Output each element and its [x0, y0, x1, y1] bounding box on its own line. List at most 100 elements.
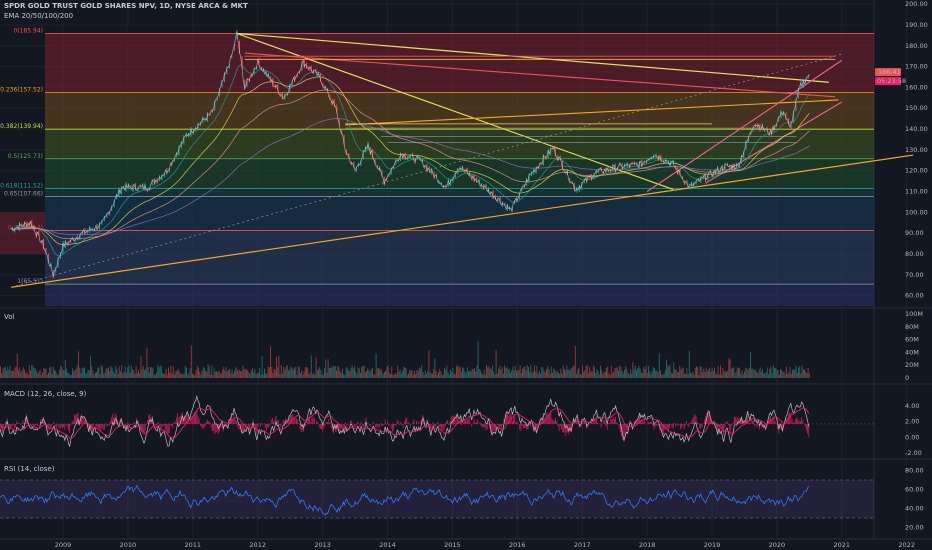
volume-bar [260, 374, 262, 378]
volume-bar [672, 373, 673, 378]
volume-bar [777, 370, 779, 378]
volume-bar [741, 370, 743, 378]
volume-bar [523, 367, 525, 378]
volume-label[interactable]: Vol [4, 313, 15, 321]
volume-bar [159, 365, 161, 378]
volume-bar [532, 371, 534, 378]
time-tick-label: 2013 [314, 541, 331, 549]
volume-bar [651, 370, 653, 378]
volume-bar [418, 367, 420, 378]
volume-bar [74, 369, 76, 378]
fib-zone [45, 92, 874, 130]
volume-bar [580, 374, 582, 378]
volume-bar [289, 369, 291, 378]
volume-bar [530, 365, 532, 378]
volume-bar [681, 367, 683, 378]
volume-bar [375, 353, 377, 378]
volume-bar [656, 370, 658, 378]
volume-bar [594, 367, 595, 378]
volume-bar [794, 369, 796, 378]
volume-bar [664, 370, 666, 378]
volume-bar [1, 373, 3, 378]
macd-label[interactable]: MACD (12, 26, close, 9) [4, 390, 87, 398]
symbol-title[interactable]: SPDR GOLD TRUST GOLD SHARES NPV, 1D, NYS… [4, 2, 248, 10]
volume-bar [494, 374, 496, 378]
volume-bar [373, 374, 375, 378]
volume-bar [680, 369, 682, 378]
volume-bar [336, 370, 337, 378]
volume-bar [315, 357, 317, 378]
volume-bar [484, 374, 486, 378]
volume-bar [176, 370, 178, 378]
volume-bar [421, 365, 423, 378]
volume-bar [224, 370, 226, 378]
volume-bar [687, 374, 689, 378]
volume-bar [728, 358, 730, 378]
rsi-label[interactable]: RSI (14, close) [4, 465, 55, 473]
volume-bar [285, 366, 287, 378]
volume-bar [303, 371, 305, 378]
fib-level-label: 0.236(157.52) [0, 87, 43, 94]
volume-bar [290, 366, 292, 378]
ema-line [11, 76, 810, 246]
volume-bar [158, 367, 160, 378]
volume-bar [628, 374, 630, 378]
volume-bar [496, 373, 498, 378]
volume-bar [691, 373, 693, 378]
volume-bar [699, 366, 701, 378]
rsi-line [0, 484, 810, 516]
volume-bar [776, 369, 778, 378]
volume-bar [627, 372, 629, 378]
volume-bar [780, 369, 781, 378]
price-tick-label: 180.00 [905, 42, 928, 50]
price-tick-label: 140.00 [905, 125, 928, 133]
volume-bar [476, 365, 478, 378]
volume-bar [736, 367, 738, 378]
volume-bar [730, 368, 732, 378]
volume-bar [123, 371, 125, 378]
volume-bar [84, 367, 85, 378]
volume-bar [676, 372, 678, 378]
volume-bar [129, 372, 131, 378]
volume-bar [105, 368, 107, 378]
volume-bar [288, 370, 289, 378]
volume-bar [136, 372, 138, 378]
fib-level-label: 0(185.94) [14, 27, 44, 34]
price-tick-label: 130.00 [905, 146, 928, 154]
volume-bar [578, 367, 580, 378]
volume-bar [38, 371, 40, 378]
volume-bar [793, 369, 795, 378]
volume-bar [144, 370, 145, 378]
rsi-tick-label: 60.00 [905, 486, 924, 494]
volume-bar [183, 373, 185, 378]
volume-bar [620, 366, 622, 378]
time-tick-label: 2010 [120, 541, 137, 549]
ema-indicator-label[interactable]: EMA 20/50/100/200 [4, 12, 74, 20]
volume-bar [685, 373, 687, 378]
volume-bar [320, 370, 322, 378]
volume-bar [348, 369, 349, 378]
volume-bar [202, 366, 204, 378]
volume-bar [349, 371, 351, 378]
volume-bar [478, 369, 480, 378]
volume-bar [487, 366, 489, 378]
volume-bar [646, 372, 648, 378]
volume-bar [142, 365, 144, 378]
volume-bar [97, 368, 99, 378]
volume-bar [319, 367, 321, 378]
volume-bar [452, 368, 454, 378]
volume-bar [718, 374, 720, 378]
volume-bar [78, 351, 79, 378]
volume-bar [93, 373, 95, 378]
axes: 60.00 70.00 80.00 90.00 100.00 110.00 120.00 13… [55, 0, 928, 549]
volume-bar [12, 370, 13, 378]
volume-bar [219, 372, 221, 378]
volume-bar [513, 369, 515, 378]
volume-bar [51, 373, 53, 378]
volume-bar [429, 372, 431, 378]
volume-bar [472, 369, 474, 378]
volume-bar [571, 368, 573, 378]
volume-bar [739, 367, 741, 378]
volume-bar [762, 368, 763, 378]
